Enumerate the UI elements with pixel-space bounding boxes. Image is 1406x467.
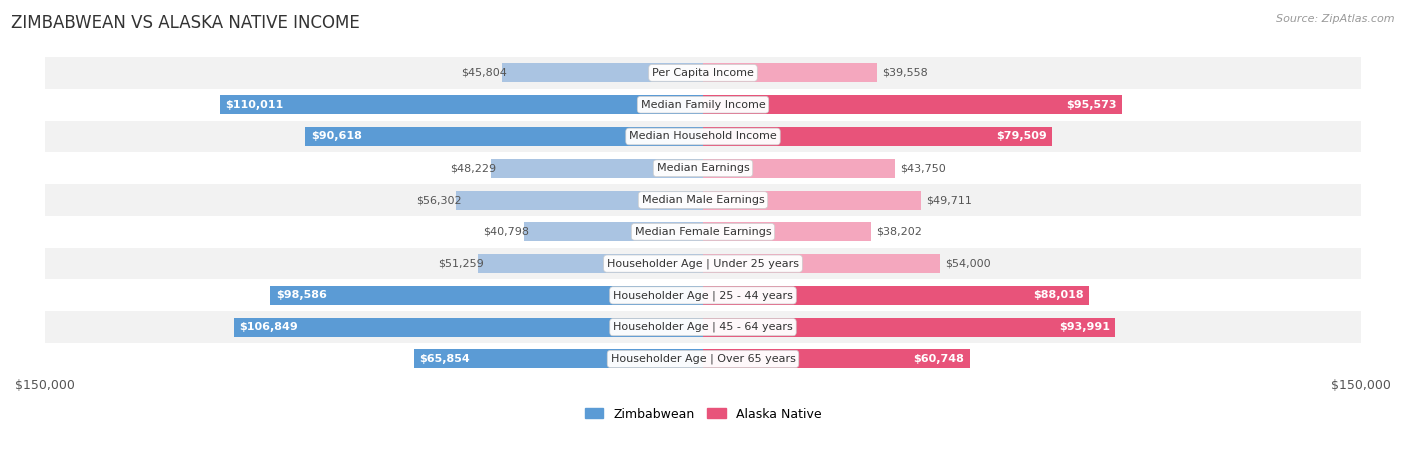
Bar	[45, 343, 1361, 375]
Text: $51,259: $51,259	[437, 259, 484, 269]
Text: Median Male Earnings: Median Male Earnings	[641, 195, 765, 205]
Bar	[270, 286, 703, 305]
Text: $90,618: $90,618	[311, 132, 361, 142]
Bar	[45, 152, 1361, 184]
Bar	[703, 222, 870, 241]
Text: Householder Age | 45 - 64 years: Householder Age | 45 - 64 years	[613, 322, 793, 333]
Bar	[305, 127, 703, 146]
Bar	[703, 159, 896, 178]
Bar	[703, 254, 939, 273]
Bar	[703, 349, 970, 368]
Bar	[45, 311, 1361, 343]
Text: $98,586: $98,586	[276, 290, 326, 300]
Legend: Zimbabwean, Alaska Native: Zimbabwean, Alaska Native	[579, 403, 827, 426]
Text: $49,711: $49,711	[927, 195, 972, 205]
Text: $40,798: $40,798	[484, 227, 529, 237]
Bar	[703, 191, 921, 210]
Text: $95,573: $95,573	[1067, 99, 1116, 110]
Text: Median Earnings: Median Earnings	[657, 163, 749, 173]
Text: $43,750: $43,750	[900, 163, 946, 173]
Bar	[703, 95, 1122, 114]
Bar	[703, 127, 1052, 146]
Text: Source: ZipAtlas.com: Source: ZipAtlas.com	[1277, 14, 1395, 24]
Bar	[221, 95, 703, 114]
Text: Median Household Income: Median Household Income	[628, 132, 778, 142]
Bar	[45, 120, 1361, 152]
Bar	[415, 349, 703, 368]
Bar	[703, 318, 1115, 337]
Text: $56,302: $56,302	[416, 195, 461, 205]
Bar	[703, 64, 876, 83]
Bar	[235, 318, 703, 337]
Text: Householder Age | Over 65 years: Householder Age | Over 65 years	[610, 354, 796, 364]
Bar	[45, 184, 1361, 216]
Bar	[45, 216, 1361, 248]
Bar	[492, 159, 703, 178]
Text: $88,018: $88,018	[1033, 290, 1084, 300]
Text: Per Capita Income: Per Capita Income	[652, 68, 754, 78]
Bar	[502, 64, 703, 83]
Bar	[45, 57, 1361, 89]
Bar	[703, 286, 1090, 305]
Text: Householder Age | Under 25 years: Householder Age | Under 25 years	[607, 258, 799, 269]
Text: ZIMBABWEAN VS ALASKA NATIVE INCOME: ZIMBABWEAN VS ALASKA NATIVE INCOME	[11, 14, 360, 32]
Text: $48,229: $48,229	[450, 163, 496, 173]
Bar	[45, 248, 1361, 280]
Text: $110,011: $110,011	[225, 99, 284, 110]
Text: $106,849: $106,849	[239, 322, 298, 332]
Bar	[45, 280, 1361, 311]
Text: $65,854: $65,854	[419, 354, 470, 364]
Text: $38,202: $38,202	[876, 227, 922, 237]
Bar	[45, 89, 1361, 120]
Text: $45,804: $45,804	[461, 68, 508, 78]
Text: $39,558: $39,558	[882, 68, 928, 78]
Bar	[524, 222, 703, 241]
Text: Householder Age | 25 - 44 years: Householder Age | 25 - 44 years	[613, 290, 793, 301]
Text: $54,000: $54,000	[945, 259, 991, 269]
Bar	[478, 254, 703, 273]
Text: $93,991: $93,991	[1059, 322, 1111, 332]
Bar	[456, 191, 703, 210]
Text: Median Female Earnings: Median Female Earnings	[634, 227, 772, 237]
Text: $79,509: $79,509	[995, 132, 1046, 142]
Text: $60,748: $60,748	[914, 354, 965, 364]
Text: Median Family Income: Median Family Income	[641, 99, 765, 110]
